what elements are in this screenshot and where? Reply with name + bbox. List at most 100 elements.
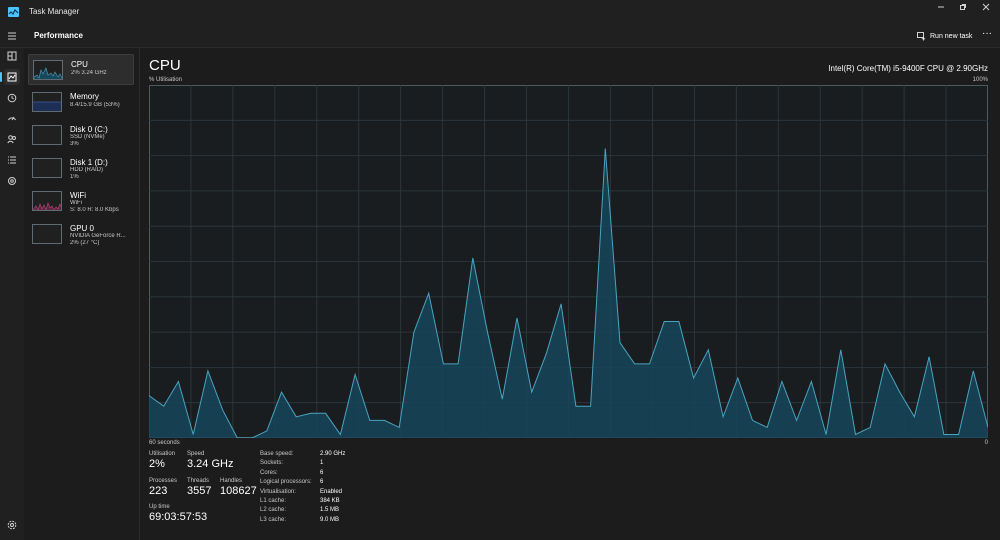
nav-app-history[interactable] (4, 90, 20, 106)
resource-detail: 1% (70, 174, 79, 180)
stat-label: Threads (187, 478, 210, 484)
minimize-icon (938, 6, 944, 8)
stat-value: 108627 (220, 485, 257, 497)
nav-startup-apps[interactable] (4, 110, 20, 126)
resource-name: GPU 0 (70, 224, 95, 233)
nav-users[interactable] (4, 131, 20, 147)
spec-value: 1 (320, 460, 324, 467)
spec-value: 6 (320, 479, 324, 486)
spec-value: 9.0 MB (320, 516, 340, 523)
nav-rail (0, 32, 24, 540)
close-icon (982, 3, 990, 11)
stat-label: Handles (220, 478, 243, 484)
run-new-task-label: Run new task (930, 32, 973, 40)
cpu-thumbnail-graph (33, 60, 63, 80)
memory-thumbnail-graph (32, 92, 62, 112)
stat-value: 2% (149, 458, 165, 470)
resource-detail: 8.4/15.9 GB (53%) (70, 102, 120, 108)
window-title: Task Manager (29, 7, 80, 16)
resource-gpu-0[interactable]: GPU 0 NVIDIA GeForce R... 2% (27 °C) (28, 219, 134, 250)
resource-disk-1[interactable]: Disk 1 (D:) HDD (RAID) 1% (28, 153, 134, 184)
stat-value: 3.24 GHz (187, 458, 234, 470)
resource-name: Memory (70, 92, 99, 101)
spec-value: 384 KB (320, 497, 340, 504)
resource-detail: 2% 3.24 GHz (71, 70, 107, 76)
wifi-thumbnail-graph (32, 191, 62, 211)
y-axis-max-label: 100% (972, 77, 988, 83)
close-button[interactable] (973, 0, 999, 14)
resource-name: CPU (71, 60, 88, 69)
run-task-icon (917, 31, 926, 40)
stat-label: Processes (149, 478, 178, 484)
resource-name: Disk 0 (C:) (70, 125, 108, 134)
resource-detail: WiFi (70, 200, 82, 206)
resource-name: WiFi (70, 191, 86, 200)
spec-key: Virtualisation: (260, 488, 296, 495)
resource-detail: NVIDIA GeForce R... (70, 233, 126, 239)
spec-row: Sockets: 1 (260, 460, 345, 469)
stat-label: Up time (149, 504, 170, 510)
stat-label: Utilisation (149, 451, 176, 457)
spec-key: L3 cache: (260, 516, 287, 523)
stat-processes: Processes 223 (149, 478, 177, 497)
disk1-thumbnail-graph (32, 158, 62, 178)
processes-icon (7, 51, 17, 61)
performance-panel: CPU Intel(R) Core(TM) i5-9400F CPU @ 2.9… (141, 48, 1000, 540)
resource-detail: S: 8.0 R: 8.0 Kbps (70, 207, 119, 213)
nav-performance[interactable] (4, 69, 20, 85)
run-new-task-button[interactable]: Run new task (917, 30, 972, 42)
header-bar: Performance Run new task ··· (0, 24, 1000, 48)
spec-value: 6 (320, 469, 324, 476)
services-icon (8, 177, 16, 185)
cpu-series-line (149, 148, 988, 438)
stat-uptime: Up time 69:03:57:53 (149, 504, 207, 523)
restore-icon (960, 4, 966, 10)
spec-key: Base speed: (260, 451, 294, 457)
resource-name: Disk 1 (D:) (70, 158, 108, 167)
spec-row: Cores: 6 (260, 470, 345, 479)
resource-detail: SSD (NVMe) (70, 134, 105, 140)
stat-threads: Threads 3557 (187, 478, 211, 497)
spec-value: Enabled (320, 488, 343, 495)
hamburger-menu-button[interactable] (4, 28, 20, 44)
resource-detail: 3% (70, 141, 79, 147)
nav-services[interactable] (4, 173, 20, 189)
settings-icon (7, 520, 17, 530)
gpu-thumbnail-graph (32, 224, 62, 244)
spec-row: L1 cache: 384 KB (260, 498, 345, 507)
users-icon (7, 135, 16, 144)
cpu-model: Intel(R) Core(TM) i5-9400F CPU @ 2.90GHz (828, 64, 988, 73)
stat-value: 69:03:57:53 (149, 511, 208, 523)
spec-row: Logical processors: 6 (260, 479, 345, 488)
nav-processes[interactable] (4, 48, 20, 64)
performance-icon (7, 72, 17, 82)
resource-disk-0[interactable]: Disk 0 (C:) SSD (NVMe) 3% (28, 120, 134, 151)
stat-label: Speed (187, 451, 205, 457)
details-icon (8, 156, 16, 164)
title-bar: Task Manager (0, 0, 1000, 24)
spec-key: Sockets: (260, 460, 284, 467)
minimize-button[interactable] (928, 0, 954, 14)
stat-speed: Speed 3.24 GHz (187, 451, 233, 470)
panel-title: CPU (149, 57, 181, 74)
stat-value: 3557 (187, 485, 212, 497)
stat-handles: Handles 108627 (220, 478, 257, 497)
resource-wifi[interactable]: WiFi WiFi S: 8.0 R: 8.0 Kbps (28, 186, 134, 217)
spec-key: L2 cache: (260, 507, 287, 514)
resource-cpu[interactable]: CPU 2% 3.24 GHz (28, 54, 134, 85)
stat-utilisation: Utilisation 2% (149, 451, 175, 470)
more-options-button[interactable]: ··· (982, 28, 992, 39)
startup-apps-icon (8, 116, 16, 121)
spec-row: Base speed: 2.90 GHz (260, 451, 345, 460)
stat-value: 223 (149, 485, 168, 497)
maximize-button[interactable] (950, 0, 976, 14)
resource-memory[interactable]: Memory 8.4/15.9 GB (53%) (28, 87, 134, 118)
spec-row: L2 cache: 1.5 MB (260, 507, 345, 516)
page-title: Performance (34, 31, 83, 40)
active-nav-indicator (0, 72, 2, 82)
x-axis-left-label: 60 seconds (149, 440, 180, 446)
resource-list: CPU 2% 3.24 GHz Memory 8.4/15.9 GB (53%)… (24, 48, 140, 540)
spec-value: 2.90 GHz (320, 451, 346, 457)
settings-button[interactable] (6, 518, 18, 530)
nav-details[interactable] (4, 152, 20, 168)
